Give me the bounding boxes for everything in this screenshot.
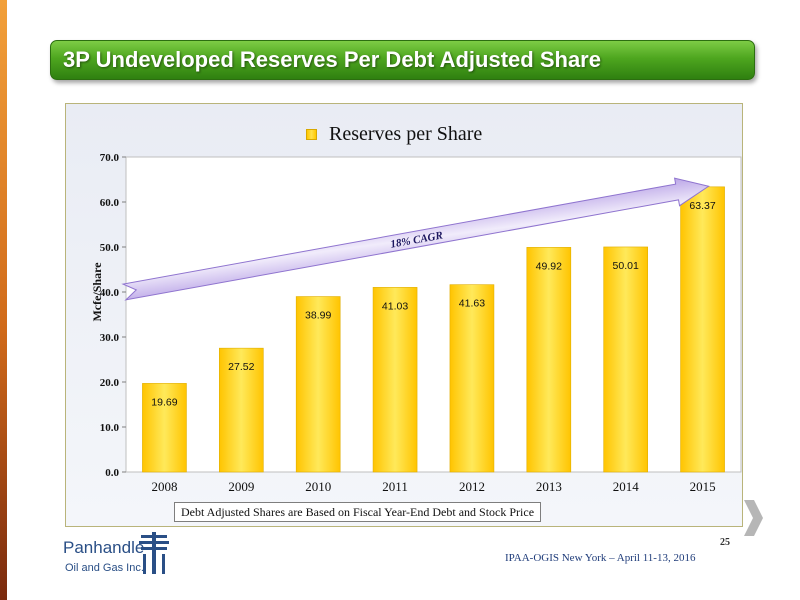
data-label: 38.99 bbox=[305, 310, 331, 322]
y-tick-label: 40.0 bbox=[100, 287, 120, 299]
x-tick-label: 2008 bbox=[151, 479, 177, 494]
data-label: 27.52 bbox=[228, 361, 254, 373]
y-tick-label: 0.0 bbox=[105, 467, 119, 479]
legend-swatch bbox=[306, 128, 317, 140]
y-tick-label: 30.0 bbox=[100, 332, 120, 344]
bar-2008 bbox=[142, 383, 187, 473]
y-tick-label: 60.0 bbox=[100, 197, 120, 209]
page-number: 25 bbox=[720, 537, 730, 548]
company-logo: Panhandle Oil and Gas Inc. bbox=[63, 532, 175, 588]
data-label: 19.69 bbox=[151, 396, 177, 408]
chart-frame: 0.0 10.0 20.0 30.0 40.0 50.0 60.0 70.0 19.69 200… bbox=[65, 103, 743, 527]
chart-legend: Reserves per Share bbox=[306, 122, 482, 146]
y-tick-label: 20.0 bbox=[100, 377, 120, 389]
x-tick-label: 2010 bbox=[305, 479, 331, 494]
logo-text-line2: Oil and Gas Inc. bbox=[65, 562, 144, 574]
data-label: 63.37 bbox=[689, 200, 715, 212]
data-label: 41.63 bbox=[459, 298, 485, 310]
derrick-logo-icon bbox=[139, 532, 169, 574]
x-tick-label: 2012 bbox=[459, 479, 485, 494]
slide-title: 3P Undeveloped Reserves Per Debt Adjuste… bbox=[63, 47, 601, 72]
x-tick-label: 2013 bbox=[536, 479, 562, 494]
cagr-arrow-shape bbox=[121, 177, 710, 301]
chevron-right-icon[interactable] bbox=[742, 498, 764, 538]
footer-text: IPAA-OGIS New York – April 11-13, 2016 bbox=[505, 552, 696, 564]
bar-chart: 0.0 10.0 20.0 30.0 40.0 50.0 60.0 70.0 19.69 200… bbox=[100, 152, 742, 494]
bar-2015 bbox=[680, 186, 725, 473]
bar-2010 bbox=[295, 296, 341, 473]
x-tick-label: 2011 bbox=[382, 479, 408, 494]
data-label: 50.01 bbox=[613, 260, 639, 272]
y-tick-label: 70.0 bbox=[100, 152, 120, 164]
chart-footnote: Debt Adjusted Shares are Based on Fiscal… bbox=[174, 502, 542, 522]
bar-2009 bbox=[219, 347, 264, 473]
x-tick-label: 2014 bbox=[613, 479, 640, 494]
y-tick-label: 10.0 bbox=[100, 422, 120, 434]
logo-text-line1: Panhandle bbox=[63, 538, 145, 557]
y-tick-label: 50.0 bbox=[100, 242, 120, 254]
legend-label: Reserves per Share bbox=[329, 122, 483, 145]
slide-accent-strip bbox=[0, 0, 7, 600]
x-tick-label: 2015 bbox=[690, 479, 716, 494]
title-bar: 3P Undeveloped Reserves Per Debt Adjuste… bbox=[50, 40, 755, 80]
bar-2013 bbox=[526, 247, 572, 473]
data-label: 49.92 bbox=[536, 260, 562, 272]
data-label: 41.03 bbox=[382, 300, 408, 312]
bar-2014 bbox=[603, 246, 648, 473]
bar-2012 bbox=[449, 284, 495, 473]
y-axis-label: Mcfe/Share bbox=[90, 262, 104, 322]
x-tick-label: 2009 bbox=[228, 479, 254, 494]
bar-2011 bbox=[372, 287, 418, 473]
